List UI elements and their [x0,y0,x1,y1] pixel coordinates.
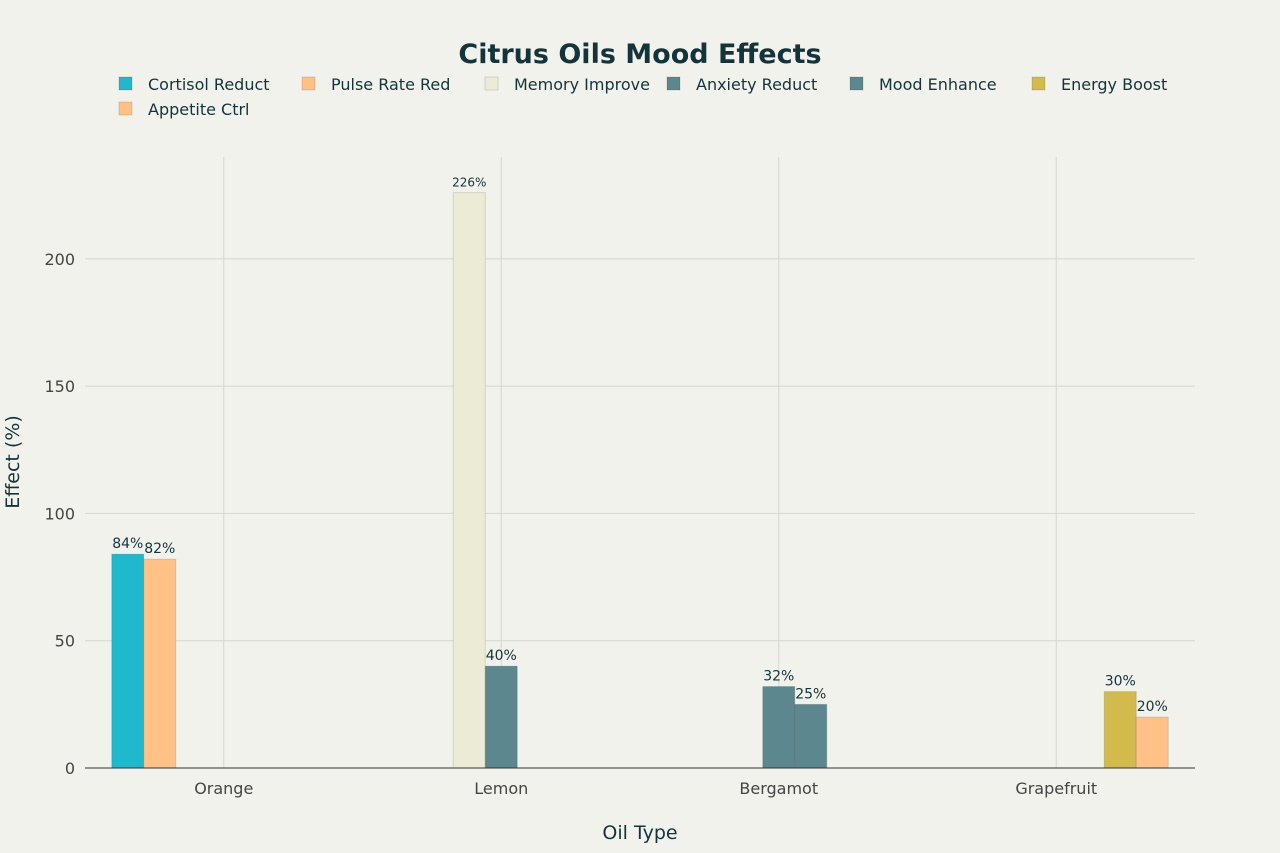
bar [111,553,145,769]
legend-label: Energy Boost [1061,75,1167,94]
bar [143,558,177,769]
bars: 84% 82% 226% 40% 32%25% 30%20% [111,176,1169,769]
data-label: 82% [144,541,175,557]
gridlines [85,157,1195,768]
data-label: 84% [112,536,143,552]
legend-swatch [1031,76,1046,91]
x-tick-label: Orange [194,779,253,798]
data-label: 40% [486,648,517,664]
legend-swatch [301,76,316,91]
y-tick-label: 150 [44,377,75,396]
bar [762,686,796,769]
bar [484,665,518,769]
legend-label: Pulse Rate Red [331,75,450,94]
legend: Cortisol Reduct Pulse Rate Red Memory Impr… [118,75,1167,119]
data-label: 30% [1105,674,1136,690]
y-tick-label: 50 [55,632,75,651]
legend-swatch [849,76,864,91]
legend-label: Anxiety Reduct [696,75,817,94]
legend-label: Mood Enhance [879,75,997,94]
bar [794,703,828,769]
legend-label: Appetite Ctrl [148,100,250,119]
y-tick-label: 200 [44,250,75,269]
data-label: 25% [795,686,826,702]
data-label: 20% [1137,699,1168,715]
y-axis-label: Effect (%) [2,415,24,509]
bar [452,192,486,769]
legend-label: Cortisol Reduct [148,75,270,94]
x-tick-label: Grapefruit [1015,779,1097,798]
x-axis-label: Oil Type [602,822,677,844]
bar [1103,691,1137,769]
legend-swatch [118,76,133,91]
y-tick-label: 100 [44,504,75,523]
legend-swatch [118,101,133,116]
x-tick-label: Lemon [474,779,528,798]
data-label: 32% [763,669,794,685]
axes: 0 50 100 150 200 Orange Lemon Bergamot Grapefrui… [44,250,1195,798]
bar [1135,716,1169,769]
y-tick-label: 0 [65,759,75,778]
data-label: 226% [452,176,486,190]
chart-title: Citrus Oils Mood Effects [458,39,821,70]
legend-swatch [666,76,681,91]
legend-label: Memory Improve [514,75,650,94]
legend-swatch [484,76,499,91]
x-tick-label: Bergamot [739,779,818,798]
